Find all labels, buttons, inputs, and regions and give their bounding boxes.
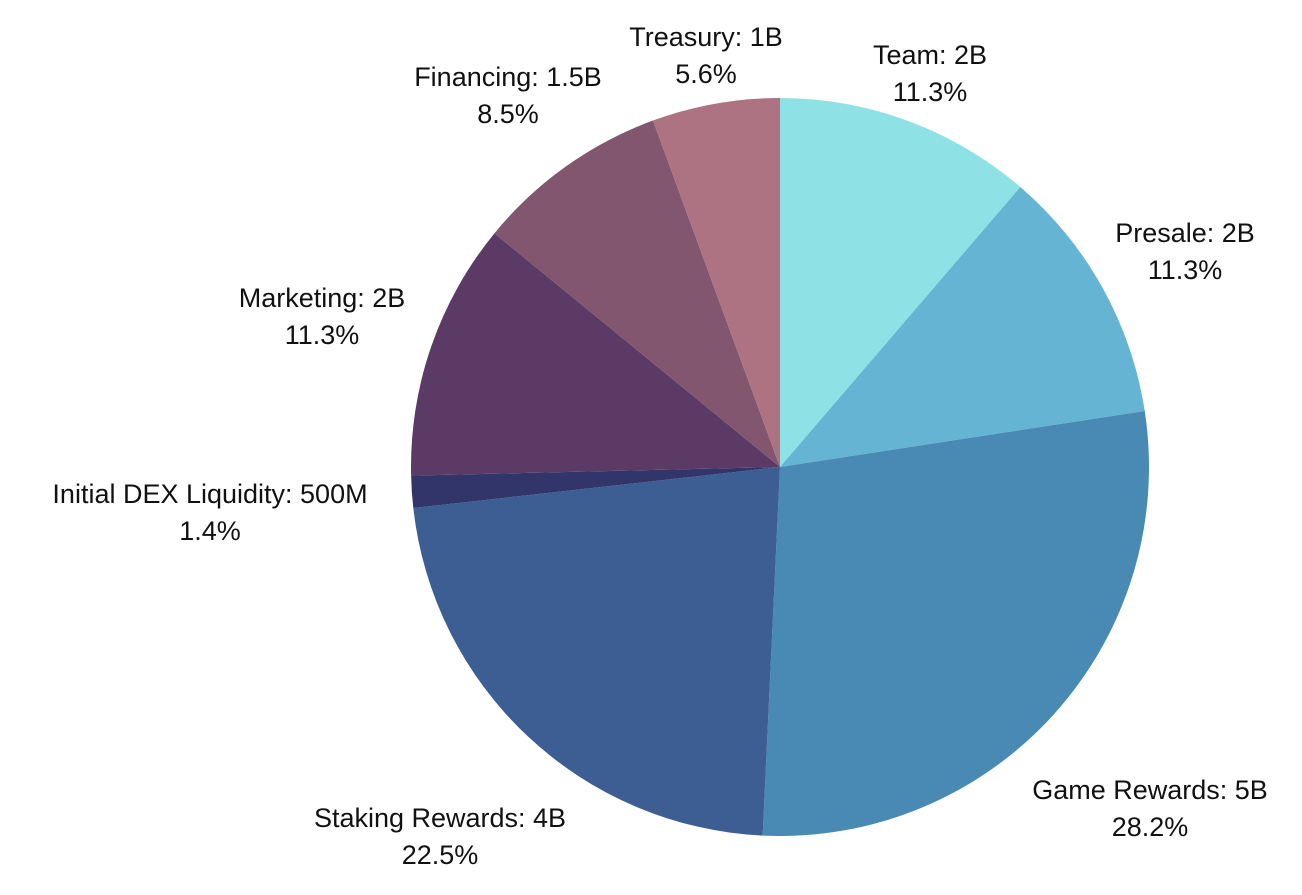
- slice-label: Presale: 2B: [1115, 218, 1255, 248]
- pie-slice: [411, 467, 780, 509]
- slice-percent-label: 28.2%: [1112, 812, 1189, 842]
- slice-label: Marketing: 2B: [239, 283, 406, 313]
- pie-slice: [494, 120, 780, 467]
- slice-percent-label: 8.5%: [477, 99, 539, 129]
- pie-slice: [780, 98, 1021, 467]
- slice-percent-label: 11.3%: [285, 320, 360, 350]
- slice-percent-label: 11.3%: [893, 77, 968, 107]
- slice-percent-label: 11.3%: [1148, 255, 1223, 285]
- slice-label: Team: 2B: [873, 40, 987, 70]
- pie-slice: [652, 98, 780, 467]
- slice-label: Treasury: 1B: [629, 22, 783, 52]
- slice-percent-label: 5.6%: [675, 59, 737, 89]
- pie-slice: [413, 467, 780, 836]
- pie-slice: [410, 233, 780, 476]
- pie-slice: [762, 411, 1149, 836]
- slice-label: Staking Rewards: 4B: [314, 803, 566, 833]
- slice-label: Initial DEX Liquidity: 500M: [52, 479, 367, 509]
- slice-percent-label: 22.5%: [402, 840, 479, 870]
- slices-layer: [410, 98, 1149, 836]
- slice-label: Game Rewards: 5B: [1032, 775, 1268, 805]
- slice-label: Financing: 1.5B: [414, 62, 602, 92]
- pie-slice: [780, 186, 1145, 468]
- slice-percent-label: 1.4%: [179, 516, 241, 546]
- labels-layer: Team: 2B 11.3% Presale: 2B 11.3% Game Reward…: [52, 22, 1267, 870]
